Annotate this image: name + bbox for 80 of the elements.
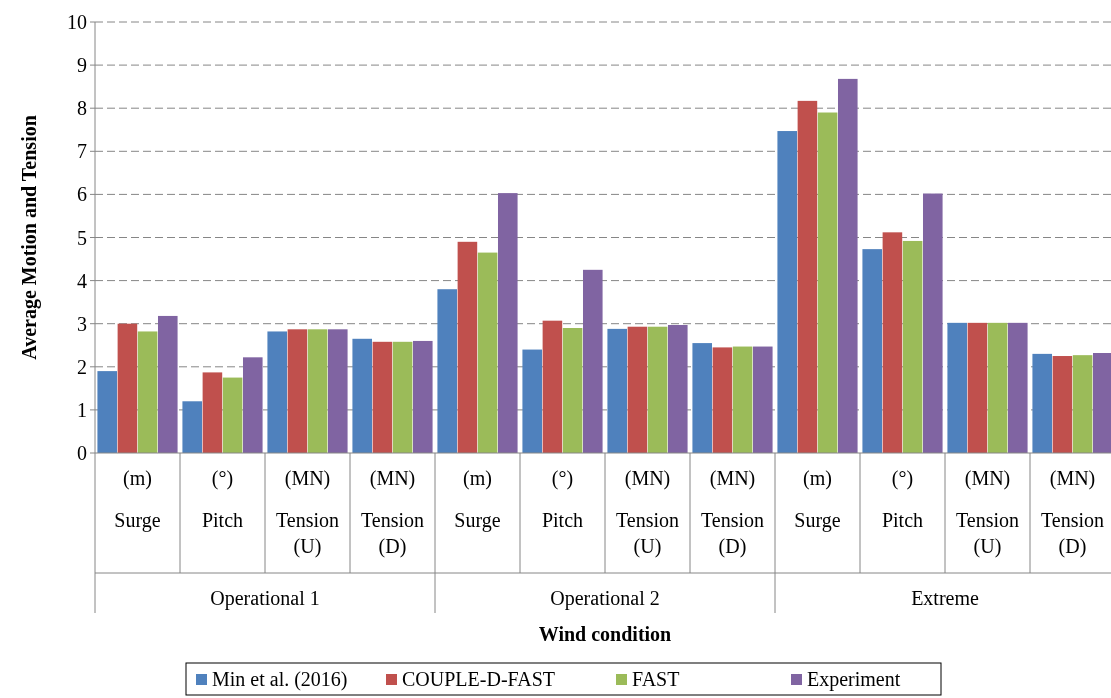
y-tick-label: 1	[77, 398, 87, 421]
legend-label: FAST	[632, 668, 680, 690]
legend-label: Experiment	[807, 668, 901, 691]
bar	[222, 377, 243, 453]
bar	[1007, 322, 1028, 453]
x-tick-label: (m) Surge	[114, 467, 161, 532]
x-tick-label: (°) Pitch	[881, 467, 924, 531]
bar	[522, 349, 543, 453]
bar	[327, 329, 348, 453]
y-tick-label: 10	[67, 11, 87, 33]
bar	[97, 371, 118, 453]
x-tick-label: (°) Pitch	[201, 467, 244, 531]
bar	[477, 252, 498, 453]
y-tick-label: 6	[77, 183, 87, 206]
bar	[922, 193, 943, 453]
text: Operational 2	[550, 587, 660, 610]
x-tick-label: (MN) Tension (D)	[700, 467, 765, 558]
bar	[352, 338, 373, 453]
bar	[497, 193, 518, 453]
bar	[862, 249, 883, 453]
bar	[542, 320, 563, 453]
x-tick-label: (MN) Tension (D)	[1040, 467, 1105, 558]
bar	[667, 324, 688, 453]
bar	[777, 131, 798, 453]
bar	[412, 340, 433, 453]
bar	[797, 100, 818, 453]
x-tick-label: (m) Surge	[794, 467, 841, 532]
bar	[987, 322, 1008, 453]
bar	[582, 269, 603, 453]
bar	[752, 346, 773, 453]
bar	[457, 241, 478, 453]
y-tick-label: 7	[77, 140, 87, 163]
bar	[902, 240, 923, 453]
bar	[882, 232, 903, 453]
bar	[837, 78, 858, 453]
y-axis-title: Average Motion and Tension	[18, 115, 41, 360]
x-axis-title: Wind condition	[538, 623, 672, 645]
x-tick-label: (MN) Tension (U)	[955, 467, 1020, 558]
y-tick-label: 5	[77, 226, 87, 249]
y-tick-label: 4	[77, 269, 87, 292]
bar	[967, 322, 988, 453]
bar	[1072, 355, 1093, 453]
bar	[692, 343, 713, 453]
bar	[562, 328, 583, 453]
bar	[732, 346, 753, 453]
bar	[202, 372, 223, 453]
x-tick-label: (°) Pitch	[541, 467, 584, 531]
bar	[1032, 353, 1052, 453]
bar	[137, 331, 158, 453]
bar	[712, 347, 733, 453]
x-tick-label: (MN) Tension (D)	[360, 467, 425, 558]
y-tick-label: 3	[77, 312, 87, 335]
bar	[242, 357, 263, 453]
bar	[372, 341, 393, 453]
bar	[627, 326, 648, 453]
bar	[947, 322, 968, 453]
bar	[392, 341, 413, 453]
bar	[287, 329, 308, 453]
bar	[1052, 356, 1073, 453]
text: Extreme	[911, 587, 979, 609]
bar	[307, 329, 328, 453]
y-tick-label: 2	[77, 355, 87, 378]
bar	[157, 315, 178, 453]
y-tick-label: 8	[77, 97, 87, 120]
bar	[182, 401, 203, 453]
bar	[647, 326, 668, 453]
bar	[267, 331, 288, 453]
legend-label: Min et al. (2016)	[212, 668, 348, 691]
bar	[817, 112, 838, 453]
x-tick-label: (MN) Tension (U)	[615, 467, 680, 558]
bar	[437, 289, 458, 453]
bar	[1092, 353, 1111, 453]
x-tick-label: (MN) Tension (U)	[275, 467, 340, 558]
y-tick-label: 9	[77, 54, 87, 77]
text: Operational 1	[210, 587, 320, 610]
bar	[607, 328, 628, 453]
x-tick-label: (m) Surge	[454, 467, 501, 532]
bar	[117, 323, 138, 453]
y-tick-label: 0	[77, 442, 87, 464]
legend-label: COUPLE-D-FAST	[402, 668, 555, 690]
